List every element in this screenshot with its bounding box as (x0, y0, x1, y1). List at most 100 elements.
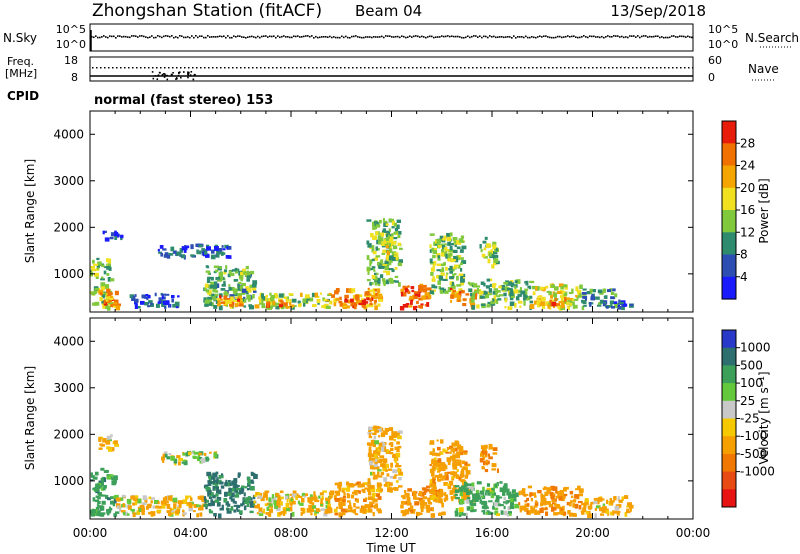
echo-cell (161, 302, 165, 307)
echo-cell (171, 298, 174, 303)
noise-point (189, 36, 191, 39)
echo-cell (389, 475, 395, 479)
echo-cell (509, 301, 515, 306)
echo-cell (225, 501, 229, 506)
echo-cell (488, 252, 492, 257)
nave-point (196, 67, 198, 69)
echo-cell (340, 508, 346, 512)
echo-cell (496, 503, 501, 507)
cpid-label: CPID (7, 89, 39, 103)
echo-cell (113, 495, 117, 500)
echo-cell (388, 255, 394, 261)
noise-point (149, 36, 151, 38)
echo-cell (351, 494, 355, 499)
echo-cell (212, 494, 216, 499)
noise-point (479, 35, 481, 37)
echo-cell (343, 492, 346, 496)
echo-cell (441, 511, 446, 516)
echo-cell (375, 466, 380, 470)
echo-cell (108, 263, 110, 268)
echo-cell (476, 285, 480, 288)
nave-point (508, 67, 510, 69)
echo-cell (444, 475, 449, 481)
echo-cell (205, 506, 208, 510)
noise-point (207, 35, 209, 37)
echo-cell (207, 503, 212, 507)
echo-cell (382, 270, 387, 273)
echo-cell (107, 447, 112, 452)
echo-cell (309, 494, 313, 500)
nave-scatter (187, 73, 189, 75)
nave-point (580, 67, 582, 69)
echo-cell (197, 456, 201, 462)
echo-cell (226, 503, 231, 507)
echo-cell (364, 482, 370, 486)
echo-cell (90, 512, 96, 517)
echo-cell (377, 451, 381, 456)
echo-cell (252, 280, 258, 285)
echo-cell (488, 446, 494, 450)
echo-cell (560, 286, 564, 290)
echo-cell (570, 298, 574, 301)
echo-cell (558, 283, 564, 288)
echo-cell (149, 303, 154, 307)
echo-cell (252, 285, 257, 291)
noise-point (329, 35, 331, 38)
echo-cell (465, 468, 468, 473)
echo-cell (470, 509, 475, 513)
echo-cell (441, 252, 445, 257)
nave-point (204, 67, 206, 69)
echo-cell (438, 245, 442, 248)
echo-cell (497, 298, 502, 301)
echo-cell (291, 511, 295, 517)
noise-point (475, 35, 477, 37)
echo-cell (429, 479, 433, 484)
echo-cell (429, 440, 435, 444)
echo-cell (616, 512, 620, 516)
echo-cell (230, 487, 235, 492)
colorbar-tick-label: 28 (740, 136, 755, 150)
echo-cell (577, 501, 583, 504)
echo-cell (455, 462, 460, 466)
nave-point (404, 67, 406, 69)
echo-cell (396, 224, 400, 229)
echo-cell (530, 510, 534, 514)
echo-cell (410, 286, 415, 289)
echo-cell (448, 480, 454, 486)
echo-cell (338, 512, 343, 517)
echo-cell (602, 506, 607, 511)
echo-cell (297, 500, 301, 505)
echo-cell (334, 512, 339, 516)
echo-cell (409, 295, 415, 301)
echo-cell (610, 511, 613, 516)
echo-cell (216, 489, 219, 494)
echo-cell (550, 506, 555, 512)
echo-cell (503, 281, 509, 285)
echo-cell (452, 462, 457, 467)
echo-cell (274, 302, 280, 306)
echo-cell (600, 513, 605, 516)
noise-point (565, 35, 567, 38)
echo-cell (394, 465, 400, 468)
noise-point (411, 36, 413, 38)
echo-cell (353, 489, 359, 493)
echo-cell (553, 512, 558, 516)
noise-point (673, 35, 675, 37)
echo-cell (370, 427, 376, 432)
echo-cell (599, 299, 604, 304)
echo-cell (375, 246, 378, 251)
noise-point (291, 36, 293, 39)
echo-cell (106, 265, 111, 270)
noise-point (619, 36, 621, 38)
echo-cell (367, 491, 372, 496)
echo-cell (292, 490, 297, 495)
echo-cell (519, 305, 522, 308)
echo-cell (323, 298, 328, 301)
echo-cell (439, 269, 445, 273)
noise-point (155, 36, 157, 39)
echo-cell (100, 505, 105, 511)
echo-cell (408, 305, 413, 308)
nave-point (632, 67, 634, 69)
echo-cell (565, 297, 571, 300)
echo-cell (375, 448, 379, 453)
